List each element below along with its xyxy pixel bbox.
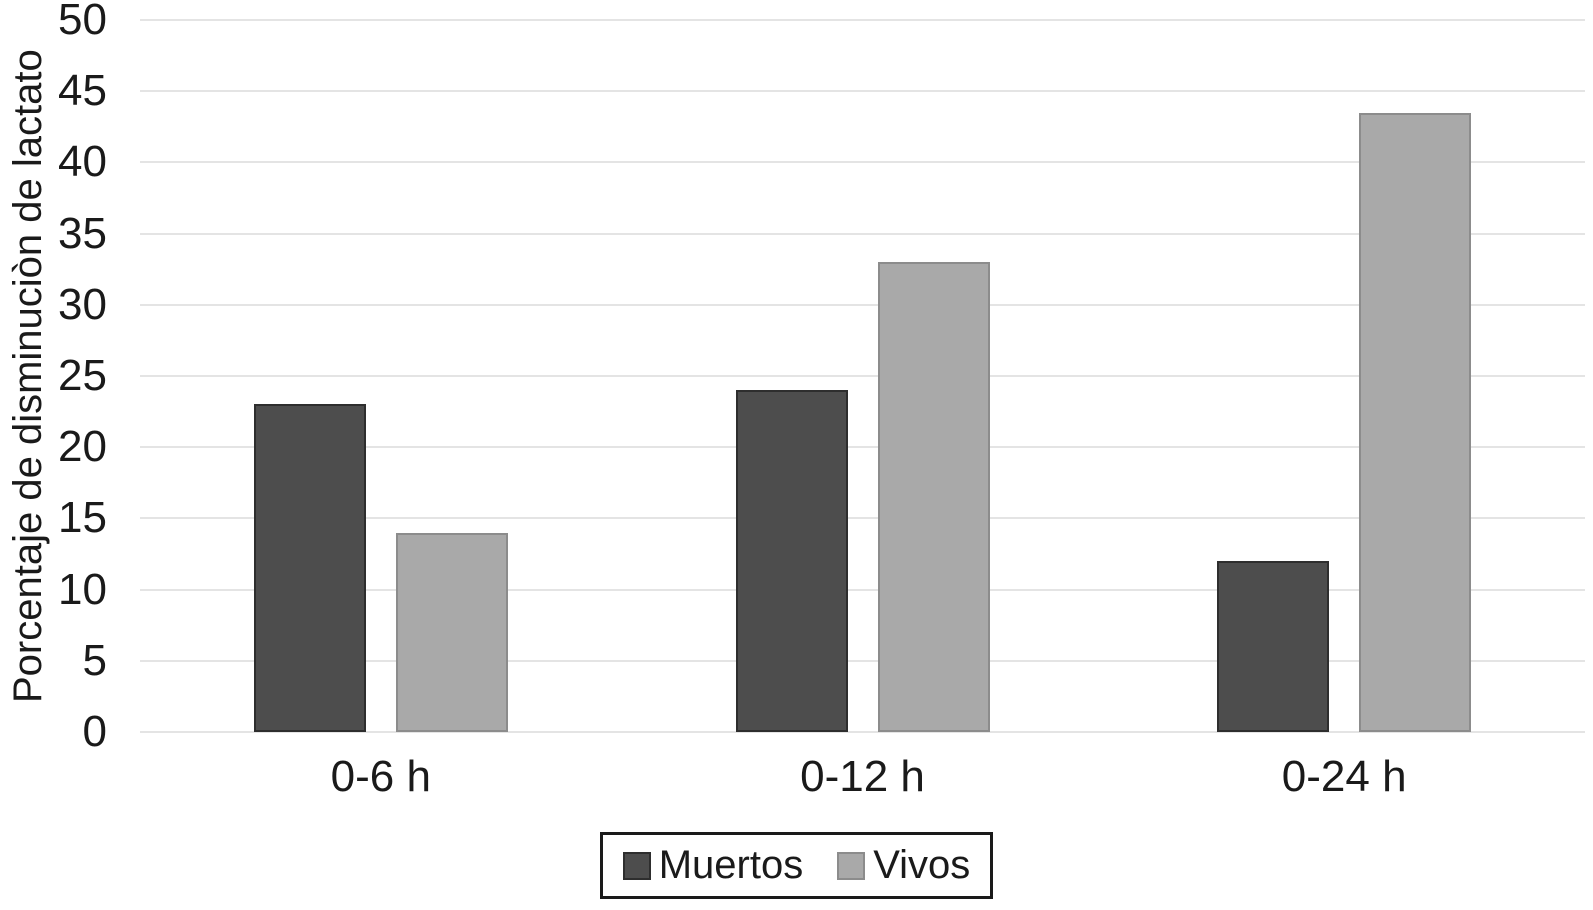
legend-swatch-vivos	[837, 851, 866, 880]
legend-swatch-muertos	[622, 851, 651, 880]
x-tick-label: 0-12 h	[800, 752, 925, 801]
gridline-15	[140, 517, 1585, 520]
y-tick-label: 35	[58, 208, 107, 258]
y-tick-label: 0	[82, 707, 107, 756]
y-tick-label: 30	[58, 279, 107, 329]
y-tick-label: 5	[82, 635, 107, 685]
gridline-45	[140, 90, 1585, 93]
gridline-35	[140, 232, 1585, 235]
gridline-30	[140, 303, 1585, 306]
bar-muertos-0-12-h	[735, 390, 848, 732]
gridline-0	[140, 731, 1585, 733]
x-tick-label: 0-6 h	[330, 752, 431, 801]
gridline-10	[140, 588, 1585, 591]
legend: Muertos Vivos	[0, 832, 1593, 899]
gridline-40	[140, 161, 1585, 164]
y-tick-label: 45	[58, 66, 107, 116]
y-tick-label: 50	[58, 0, 107, 44]
gridline-20	[140, 446, 1585, 449]
legend-label: Vivos	[873, 843, 971, 887]
bar-vivos-0-6-h	[395, 532, 508, 732]
legend-box: Muertos Vivos	[599, 832, 994, 899]
legend-item-muertos: Muertos	[622, 843, 804, 888]
gridline-5	[140, 659, 1585, 662]
y-tick-label: 20	[58, 422, 107, 472]
gridline-25	[140, 375, 1585, 377]
y-tick-label: 15	[58, 493, 107, 543]
bar-muertos-0-6-h	[253, 404, 366, 732]
y-tick-label: 25	[58, 351, 107, 400]
bar-vivos-0-24-h	[1359, 112, 1472, 732]
bar-vivos-0-12-h	[877, 262, 990, 732]
bar-muertos-0-24-h	[1217, 561, 1330, 732]
x-tick-label: 0-24 h	[1281, 752, 1407, 801]
y-axis-title: Porcentaje de disminuciòn de lactato	[6, 49, 50, 703]
legend-label: Muertos	[658, 843, 804, 887]
legend-item-vivos: Vivos	[837, 843, 970, 888]
gridline-50	[140, 19, 1585, 21]
plot-area: 0 5 10 15 20 25 30 35 40 45 50	[58, 0, 1585, 756]
y-tick-label: 10	[58, 564, 107, 614]
y-tick-label: 40	[58, 137, 107, 187]
